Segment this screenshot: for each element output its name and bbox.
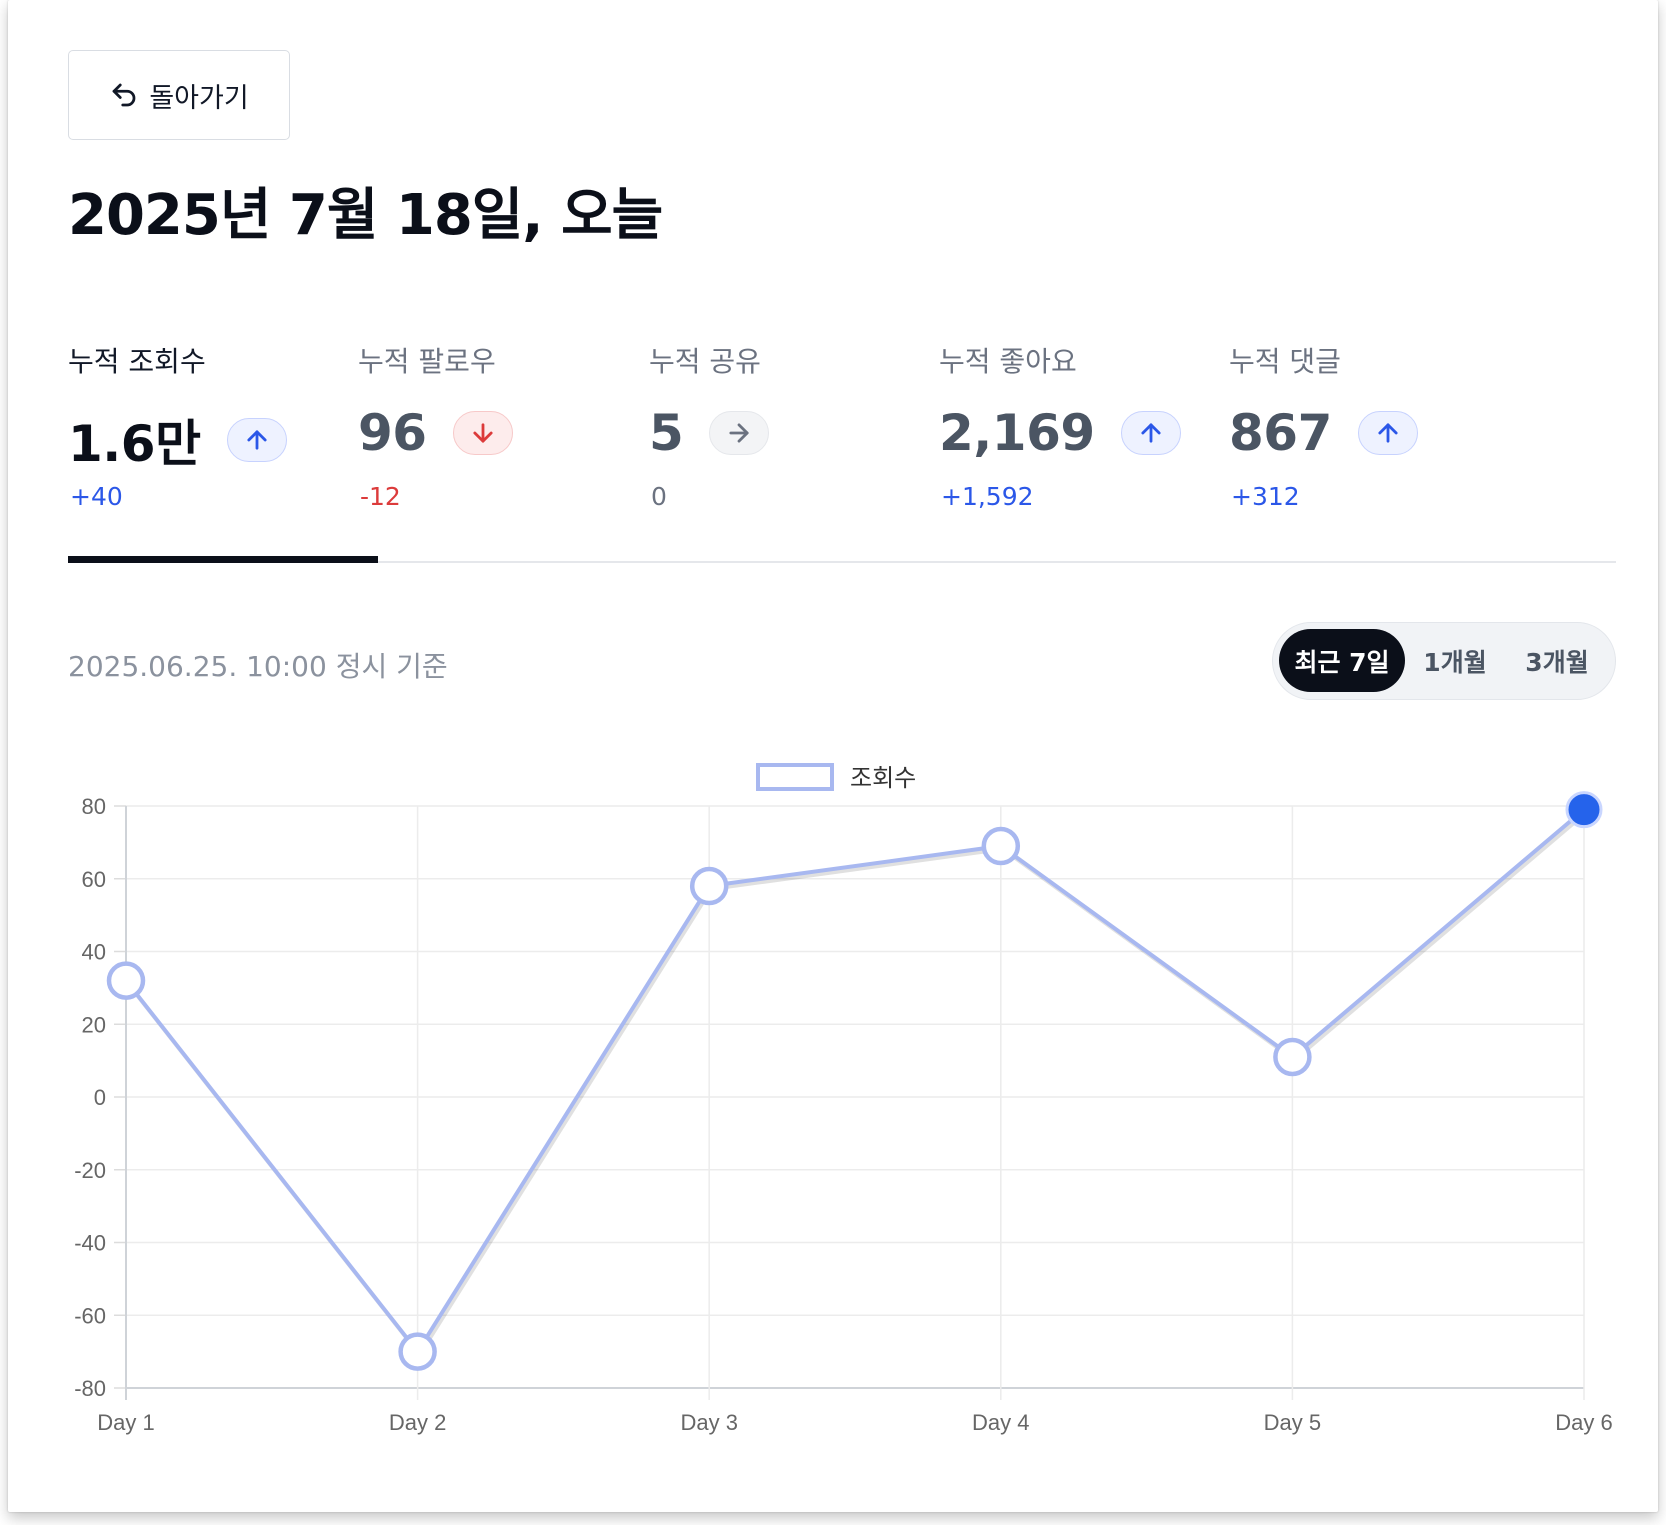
stats-card: 돌아가기 2025년 7월 18일, 오늘 누적 조회수 1.6만 +40 누적… — [8, 0, 1658, 1512]
trend-badge — [709, 411, 770, 455]
series-line-shadow — [126, 811, 1588, 1357]
stat-value: 867 — [1229, 404, 1332, 462]
stat-label: 누적 팔로우 — [358, 345, 496, 378]
trend-badge — [452, 411, 513, 455]
range-option-1-month[interactable]: 1개월 — [1423, 647, 1487, 677]
y-tick-label: 40 — [82, 940, 106, 965]
active-tab-indicator — [68, 556, 378, 563]
stat-value: 5 — [649, 404, 684, 462]
back-button[interactable]: 돌아가기 — [68, 50, 290, 140]
arrow-down-icon — [473, 423, 493, 443]
legend-swatch — [756, 763, 834, 791]
data-point — [1273, 1037, 1312, 1077]
range-option-3-months[interactable]: 3개월 — [1525, 647, 1589, 677]
stat-label: 누적 공유 — [649, 345, 761, 378]
data-point-highlighted — [1565, 791, 1603, 829]
stat-delta: +1,592 — [941, 482, 1034, 511]
series-line — [124, 808, 1586, 1354]
data-point — [689, 866, 729, 906]
tab-follows[interactable]: 누적 팔로우 96 -12 — [358, 340, 668, 562]
y-tick-label: -80 — [74, 1376, 106, 1401]
data-point — [398, 1332, 437, 1371]
chart-canvas: 80 60 40 20 0 -20 -40 -60 -80 Day 1 Day 2 Day 3 Day … — [74, 763, 1613, 1435]
y-tick-label: -20 — [74, 1158, 106, 1183]
tab-comments[interactable]: 누적 댓글 867 +312 — [1229, 340, 1539, 562]
arrow-up-icon — [1141, 423, 1161, 443]
y-tick-label: -60 — [74, 1303, 106, 1328]
y-tick-label: 60 — [82, 867, 106, 892]
arrow-right-icon — [729, 423, 749, 443]
stats-tabs: 누적 조회수 1.6만 +40 누적 팔로우 96 -12 누적 공유 5 — [68, 340, 1616, 562]
arrow-up-icon — [1378, 423, 1398, 443]
data-point — [981, 826, 1021, 866]
tab-views[interactable]: 누적 조회수 1.6만 +40 — [68, 340, 378, 562]
stat-label: 누적 좋아요 — [939, 345, 1077, 378]
y-tick-label: -40 — [74, 1231, 106, 1256]
stat-label: 누적 조회수 — [68, 345, 206, 378]
stat-delta: -12 — [360, 482, 401, 511]
stat-value: 2,169 — [939, 404, 1095, 462]
undo-arrow-icon — [112, 83, 136, 107]
tab-shares[interactable]: 누적 공유 5 0 — [649, 340, 959, 562]
stat-delta: +40 — [70, 482, 123, 511]
tab-divider — [68, 561, 1616, 563]
page-title: 2025년 7월 18일, 오늘 — [68, 183, 663, 248]
views-line-chart: 80 60 40 20 0 -20 -40 -60 -80 Day 1 Day 2 Day 3 Day … — [48, 740, 1638, 1460]
x-tick-label: Day 4 — [972, 1410, 1029, 1435]
data-point — [106, 961, 146, 1000]
stat-value: 1.6만 — [68, 415, 201, 473]
range-option-7-days[interactable]: 최근 7일 — [1279, 629, 1405, 692]
legend-label: 조회수 — [850, 764, 916, 792]
y-tick-label: 0 — [94, 1085, 106, 1110]
stat-value: 96 — [358, 404, 427, 462]
x-tick-label: Day 6 — [1555, 1410, 1612, 1435]
y-tick-label: 20 — [82, 1012, 106, 1037]
stat-delta: 0 — [651, 482, 667, 511]
trend-badge — [1120, 411, 1181, 455]
y-tick-label: 80 — [82, 794, 106, 819]
x-tick-label: Day 1 — [97, 1410, 154, 1435]
trend-badge — [1357, 411, 1418, 455]
x-tick-label: Day 2 — [389, 1410, 446, 1435]
stat-label: 누적 댓글 — [1229, 345, 1341, 378]
back-button-label: 돌아가기 — [149, 82, 249, 114]
stat-delta: +312 — [1231, 482, 1300, 511]
tab-likes[interactable]: 누적 좋아요 2,169 +1,592 — [939, 340, 1249, 562]
trend-badge — [226, 418, 287, 462]
x-tick-label: Day 5 — [1264, 1410, 1321, 1435]
x-tick-label: Day 3 — [680, 1410, 737, 1435]
arrow-up-icon — [247, 430, 267, 450]
range-toggle: 최근 7일 1개월 3개월 — [1272, 622, 1616, 700]
data-timestamp: 2025.06.25. 10:00 정시 기준 — [68, 650, 448, 683]
